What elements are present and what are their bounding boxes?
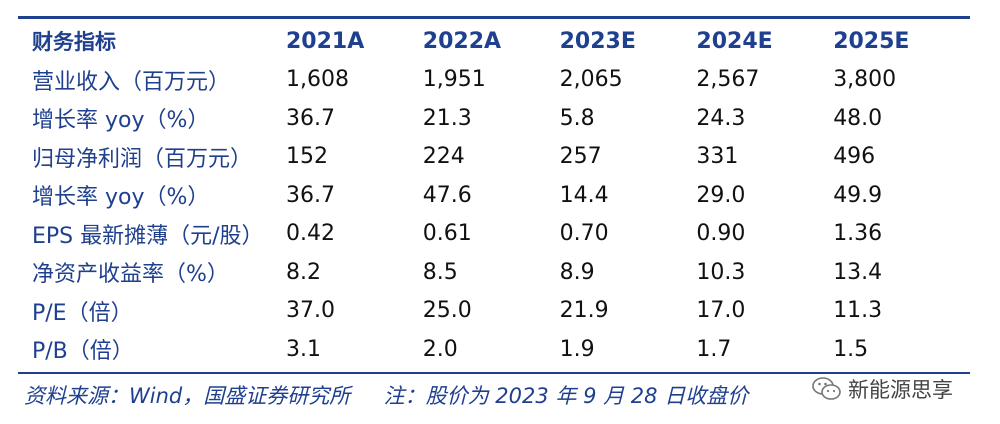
header-year: 2021A: [286, 28, 365, 54]
row-label: 归母净利润（百万元）: [32, 146, 253, 172]
watermark-text: 新能源思享: [848, 378, 953, 402]
table-cell: 2,567: [696, 67, 760, 93]
table-row: 归母净利润（百万元） 152 224 257 331 496: [18, 138, 970, 177]
row-label: P/B（倍）: [32, 339, 134, 365]
header-year: 2023E: [559, 28, 636, 54]
table-cell: 13.4: [833, 259, 883, 285]
table-cell: 257: [559, 144, 602, 170]
source-text: 资料来源：Wind，国盛证券研究所: [24, 384, 351, 408]
price-note-text: 注：股价为 2023 年 9 月 28 日收盘价: [383, 384, 749, 408]
table-cell: 21.3: [422, 105, 472, 131]
table-row: EPS 最新摊薄（元/股） 0.42 0.61 0.70 0.90 1.36: [18, 215, 970, 254]
table-cell: 29.0: [696, 182, 746, 208]
table-cell: 1.5: [833, 336, 869, 362]
table-cell: 0.61: [422, 221, 472, 247]
table-cell: 8.9: [559, 259, 595, 285]
table-row: 增长率 yoy（%） 36.7 21.3 5.8 24.3 48.0: [18, 99, 970, 138]
row-label: P/E（倍）: [32, 300, 133, 326]
header-metric: 财务指标: [32, 30, 116, 55]
header-year: 2024E: [696, 28, 773, 54]
table-cell: 37.0: [286, 298, 335, 324]
row-label: 营业收入（百万元）: [32, 69, 231, 95]
table-row: P/E（倍） 37.0 25.0 21.9 17.0 11.3: [18, 292, 970, 331]
table-row: 净资产收益率（%） 8.2 8.5 8.9 10.3 13.4: [18, 253, 970, 292]
table-row: 增长率 yoy（%） 36.7 47.6 14.4 29.0 49.9: [18, 176, 970, 215]
table-cell: 11.3: [833, 298, 883, 324]
table-top-rule: [18, 16, 970, 19]
table-cell: 1.9: [559, 336, 595, 362]
table-cell: 49.9: [833, 182, 883, 208]
table-cell: 1.36: [833, 221, 883, 247]
source-note: 资料来源：Wind，国盛证券研究所 注：股价为 2023 年 9 月 28 日收…: [24, 380, 748, 410]
header-year: 2022A: [422, 28, 502, 54]
table-cell: 152: [286, 144, 328, 170]
table-cell: 8.2: [286, 259, 321, 285]
table-cell: 1.7: [696, 336, 732, 362]
table-row: P/B（倍） 3.1 2.0 1.9 1.7 1.5: [18, 330, 970, 369]
table-cell: 5.8: [559, 105, 595, 131]
table-cell: 36.7: [286, 182, 335, 208]
table-cell: 10.3: [696, 259, 746, 285]
wechat-icon: [812, 376, 842, 402]
table-cell: 48.0: [833, 105, 883, 131]
table-cell: 25.0: [422, 298, 472, 324]
table-cell: 331: [696, 144, 739, 170]
table-cell: 36.7: [286, 105, 335, 131]
table-cell: 24.3: [696, 105, 746, 131]
table-cell: 2,065: [559, 67, 623, 93]
table-bottom-rule: [18, 372, 970, 374]
row-label: 增长率 yoy（%）: [32, 108, 210, 134]
table-cell: 3.1: [286, 336, 321, 362]
table-cell: 0.42: [286, 221, 335, 247]
row-label: 净资产收益率（%）: [32, 262, 229, 288]
table-cell: 14.4: [559, 182, 609, 208]
table-cell: 1,951: [422, 67, 486, 93]
table-cell: 47.6: [422, 182, 472, 208]
table-row: 营业收入（百万元） 1,608 1,951 2,065 2,567 3,800: [18, 61, 970, 100]
table-cell: 496: [833, 144, 876, 170]
table-cell: 2.0: [422, 336, 458, 362]
row-label: 增长率 yoy（%）: [32, 185, 210, 211]
table-header-row: 财务指标 2021A 2022A 2023E 2024E 2025E: [18, 22, 970, 61]
table-cell: 0.90: [696, 221, 746, 247]
financial-forecast-table: 财务指标 2021A 2022A 2023E 2024E 2025E 营业收入（…: [18, 22, 970, 369]
table-cell: 8.5: [422, 259, 458, 285]
header-year: 2025E: [833, 28, 910, 54]
table-cell: 17.0: [696, 298, 746, 324]
table-cell: 0.70: [559, 221, 609, 247]
table-cell: 3,800: [833, 67, 897, 93]
watermark: 新能源思享: [812, 374, 953, 404]
table-cell: 224: [422, 144, 465, 170]
table-cell: 21.9: [559, 298, 609, 324]
row-label: EPS 最新摊薄（元/股）: [32, 223, 264, 249]
table-cell: 1,608: [286, 67, 349, 93]
